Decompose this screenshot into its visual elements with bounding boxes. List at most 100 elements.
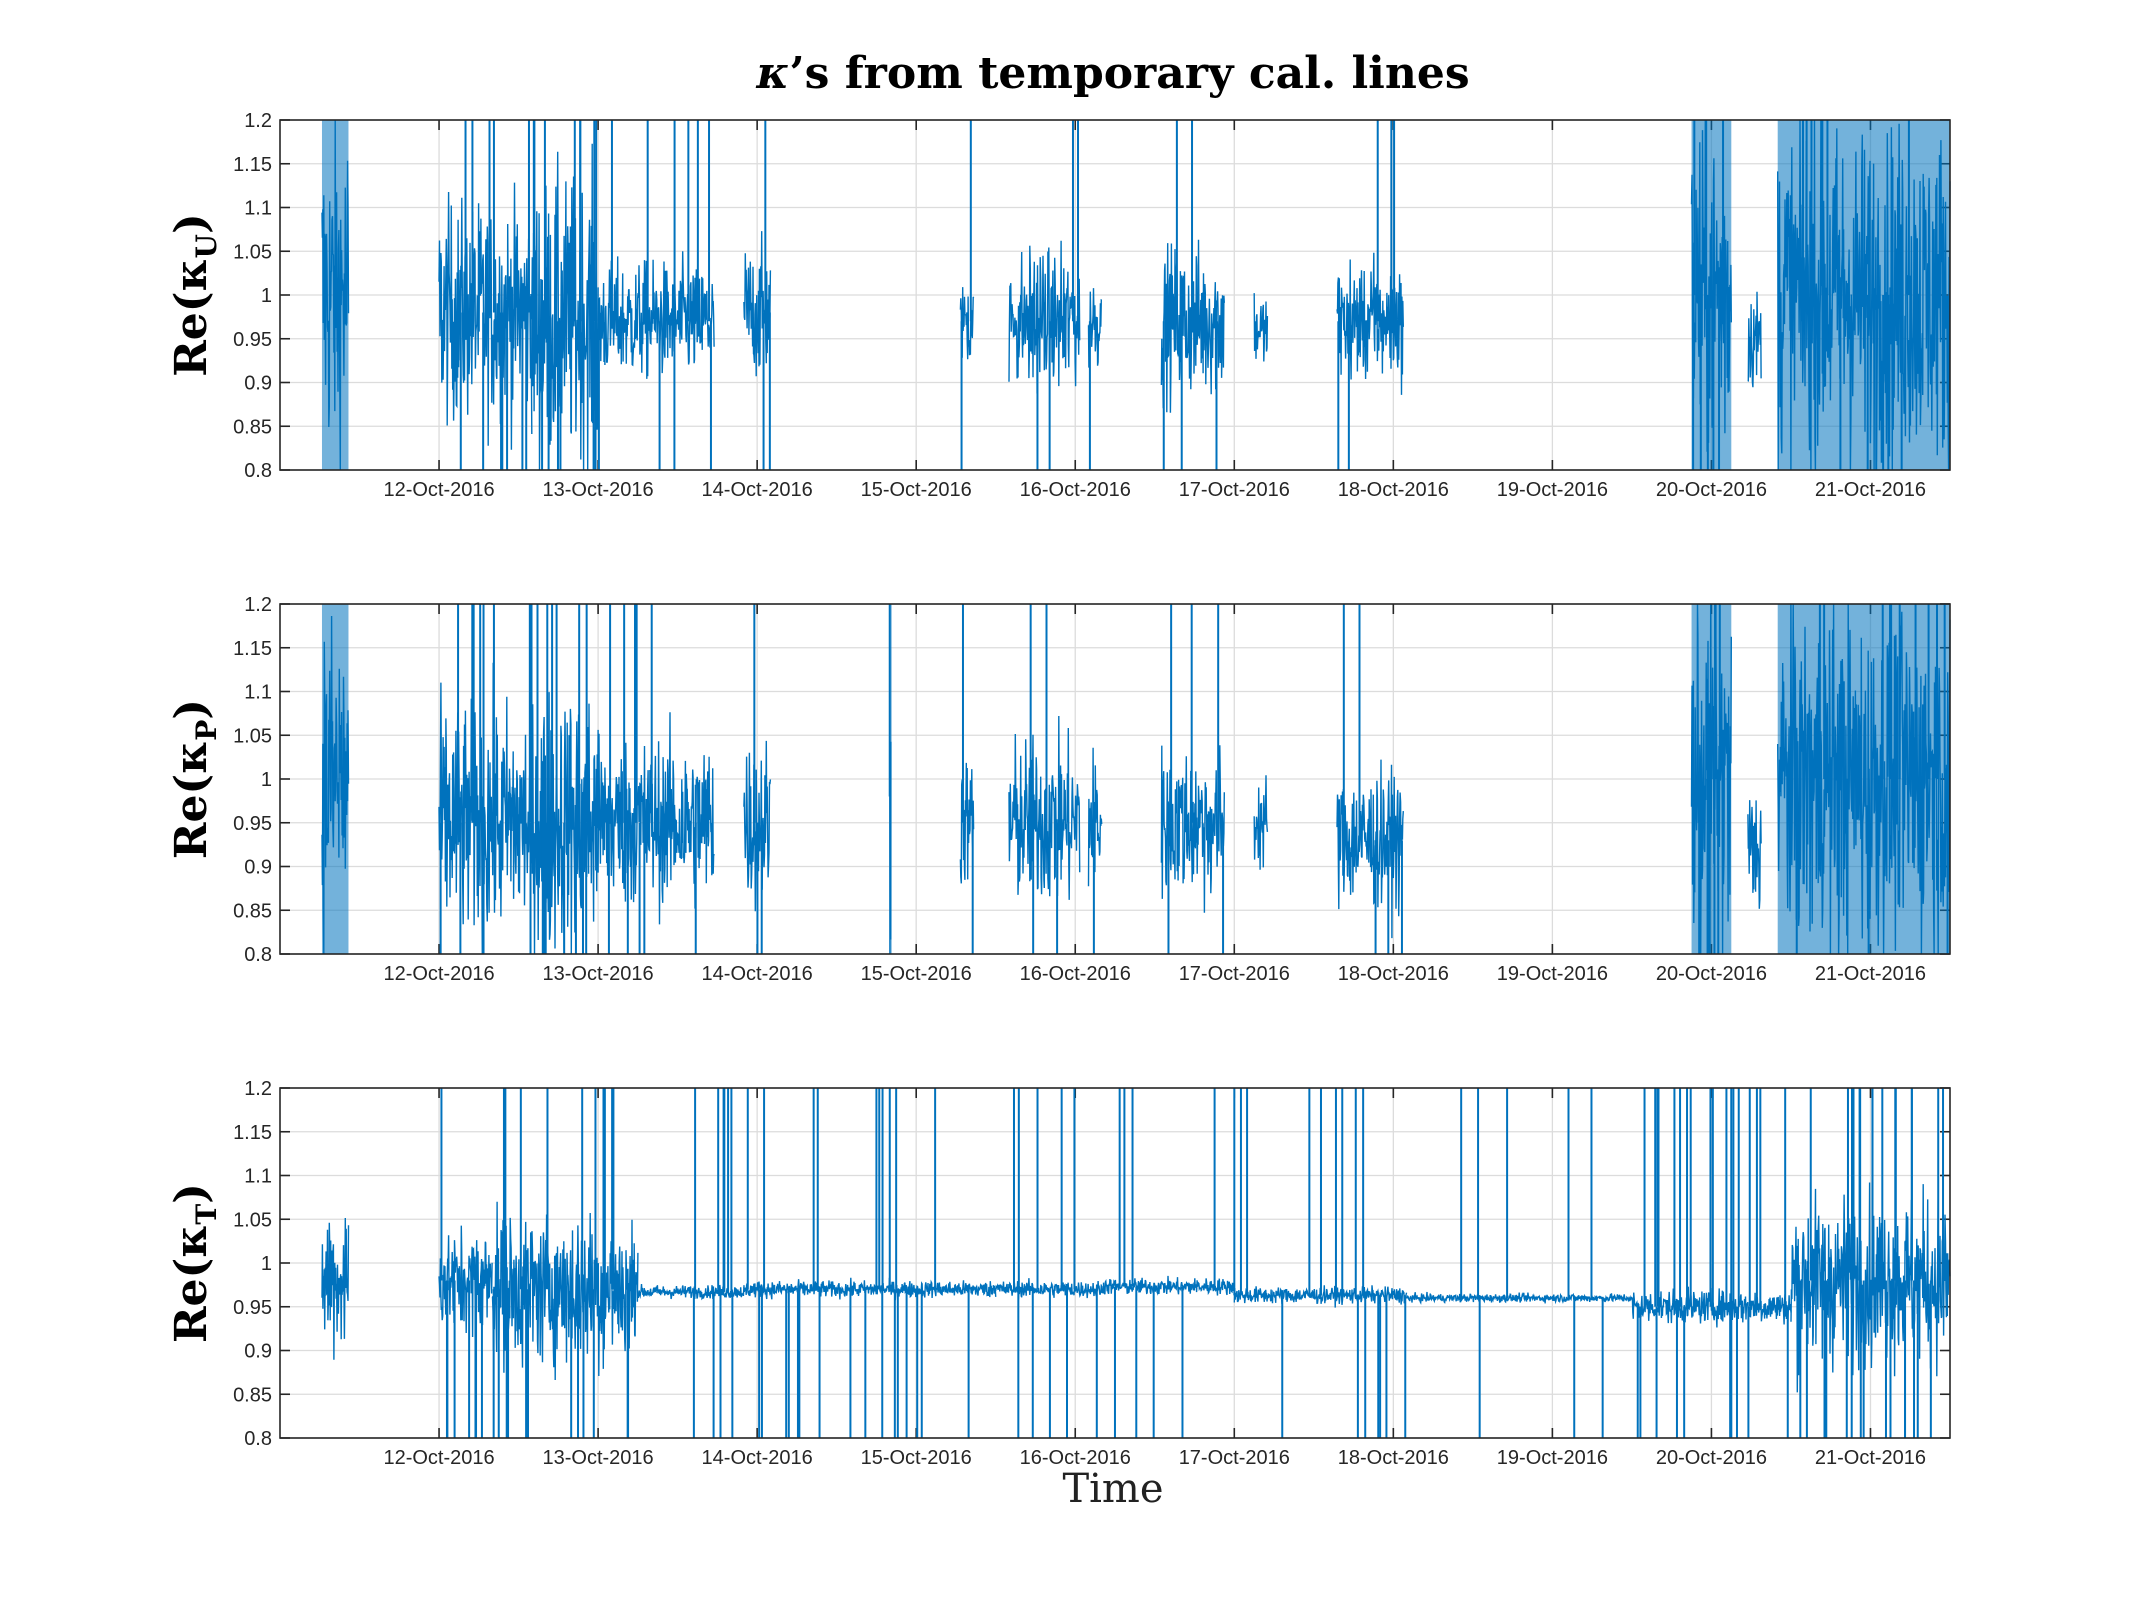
x-tick-label: 18-Oct-2016 — [1338, 479, 1449, 501]
y-tick-label: 0.95 — [233, 813, 272, 835]
data-series — [321, 603, 1951, 955]
saturated-band — [321, 604, 349, 954]
x-tick-label: 14-Oct-2016 — [702, 479, 813, 501]
x-tick-label: 13-Oct-2016 — [543, 479, 654, 501]
x-tick-label: 14-Oct-2016 — [702, 1447, 813, 1469]
series-trace — [1008, 715, 1081, 900]
y-label-close: ) — [166, 1183, 217, 1204]
y-tick-label: 1 — [261, 769, 272, 791]
saturated-band — [1691, 604, 1732, 954]
y-tick-label: 0.8 — [244, 460, 272, 482]
x-tick-label: 19-Oct-2016 — [1497, 479, 1608, 501]
axes-box — [279, 1087, 1951, 1439]
series-trace — [743, 231, 772, 377]
y-label-close: ) — [166, 213, 217, 234]
series-trace — [743, 1281, 772, 1300]
series-trace — [1087, 747, 1103, 887]
x-tick-label: 17-Oct-2016 — [1179, 1447, 1290, 1469]
axes-box — [279, 603, 1951, 955]
x-tick-label: 19-Oct-2016 — [1497, 963, 1608, 985]
saturated-band — [1777, 604, 1950, 954]
y-tick-label: 0.9 — [244, 857, 272, 879]
x-tick-label: 15-Oct-2016 — [861, 479, 972, 501]
x-tick-label: 20-Oct-2016 — [1656, 479, 1767, 501]
series-trace — [1008, 240, 1081, 394]
y-tick-label: 1.05 — [233, 725, 272, 747]
y-tick-label: 1.1 — [244, 1166, 272, 1188]
y-tick-label: 0.9 — [244, 373, 272, 395]
series-trace — [1631, 1286, 1792, 1328]
y-tick-label: 0.85 — [233, 1384, 272, 1406]
series-trace — [1747, 800, 1762, 909]
data-series — [321, 1088, 1951, 1438]
y-label-main: Re(κ — [166, 741, 217, 859]
x-tick-label: 14-Oct-2016 — [702, 963, 813, 985]
x-tick-label: 12-Oct-2016 — [383, 1447, 494, 1469]
panel-kappa-p: 0.8 0.85 0.9 0.95 1 1.05 1.1 1.15 1.2 12-Oct-2016… — [166, 594, 1951, 985]
x-tick-label: 20-Oct-2016 — [1656, 963, 1767, 985]
x-axis-label: Time — [1062, 1466, 1163, 1512]
y-axis-label: Re(κT) — [166, 1183, 223, 1343]
series-trace — [1336, 759, 1404, 939]
y-tick-label: 1 — [261, 285, 272, 307]
x-tick-label: 21-Oct-2016 — [1815, 963, 1926, 985]
saturated-band — [1691, 120, 1732, 470]
series-trace — [321, 1217, 350, 1360]
y-tick-label: 0.8 — [244, 1428, 272, 1450]
y-tick-label: 0.8 — [244, 944, 272, 966]
panel-kappa-t: 0.8 0.85 0.9 0.95 1 1.05 1.1 1.15 1.2 12-Oct-2016… — [166, 1078, 1951, 1469]
series-trace — [1160, 239, 1225, 413]
x-tick-label: 13-Oct-2016 — [543, 963, 654, 985]
y-label-subscript: P — [190, 720, 223, 741]
y-tick-label: 0.85 — [233, 900, 272, 922]
y-tick-label: 1.2 — [244, 110, 272, 132]
series-trace — [1253, 293, 1269, 362]
panel-kappa-u: 0.8 0.85 0.9 0.95 1 1.05 1.1 1.15 1.2 12-Oct-2016… — [166, 110, 1951, 501]
series-trace — [959, 287, 975, 360]
series-trace — [637, 1283, 745, 1301]
axes-box — [279, 119, 1951, 471]
y-label-subscript: T — [190, 1204, 223, 1225]
y-tick-label: 1 — [261, 1253, 272, 1275]
y-label-main: Re(κ — [166, 1225, 217, 1343]
series-trace — [1790, 1182, 1951, 1393]
y-tick-label: 0.85 — [233, 416, 272, 438]
x-tick-label: 21-Oct-2016 — [1815, 479, 1926, 501]
series-trace — [597, 251, 715, 379]
y-label-close: ) — [166, 699, 217, 720]
x-tick-label: 16-Oct-2016 — [1020, 479, 1131, 501]
series-trace — [491, 1201, 639, 1381]
x-tick-label: 15-Oct-2016 — [861, 963, 972, 985]
series-trace — [1406, 1291, 1633, 1305]
y-tick-label: 1.15 — [233, 1122, 272, 1144]
y-tick-label: 1.05 — [233, 1209, 272, 1231]
series-trace — [995, 1278, 1103, 1300]
x-tick-label: 16-Oct-2016 — [1020, 963, 1131, 985]
y-axis-label: Re(κU) — [166, 213, 223, 377]
chart-title: κ’s from temporary cal. lines — [755, 48, 1469, 99]
y-tick-label: 1.2 — [244, 1078, 272, 1100]
series-trace — [438, 1225, 493, 1338]
saturated-band — [889, 604, 892, 954]
y-label-main: Re(κ — [166, 258, 217, 376]
x-tick-label: 19-Oct-2016 — [1497, 1447, 1608, 1469]
x-tick-label: 16-Oct-2016 — [1020, 1447, 1131, 1469]
x-tick-label: 21-Oct-2016 — [1815, 1447, 1926, 1469]
y-tick-label: 0.9 — [244, 1341, 272, 1363]
x-tick-label: 18-Oct-2016 — [1338, 963, 1449, 985]
y-tick-label: 0.95 — [233, 329, 272, 351]
series-trace — [438, 182, 533, 450]
title-rest: ’s from temporary cal. lines — [789, 48, 1469, 99]
series-trace — [1160, 745, 1225, 913]
y-tick-label: 1.05 — [233, 241, 272, 263]
y-axis-label: Re(κP) — [166, 699, 223, 859]
x-tick-label: 17-Oct-2016 — [1179, 963, 1290, 985]
y-label-subscript: U — [190, 234, 223, 258]
saturated-band — [321, 120, 349, 470]
y-tick-label: 1.15 — [233, 638, 272, 660]
series-trace — [1253, 775, 1269, 870]
y-tick-label: 1.1 — [244, 198, 272, 220]
x-tick-label: 13-Oct-2016 — [543, 1447, 654, 1469]
y-tick-label: 1.1 — [244, 682, 272, 704]
series-trace — [1747, 291, 1762, 388]
